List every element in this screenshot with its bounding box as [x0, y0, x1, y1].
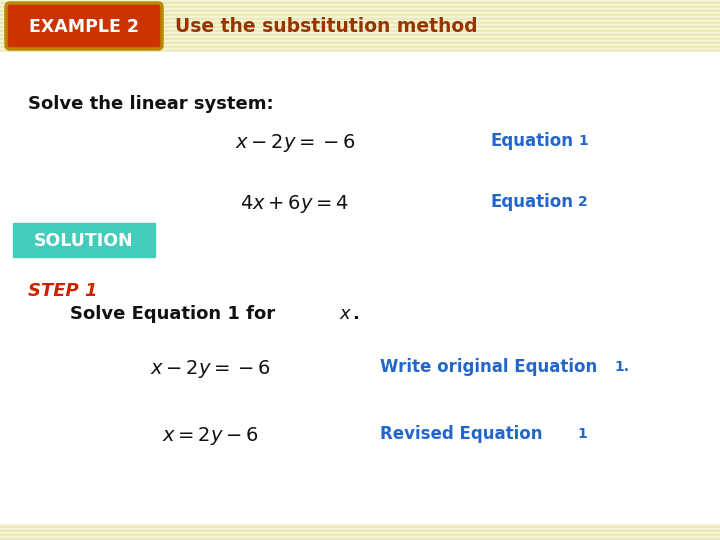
Bar [0, 48, 720, 50]
Text: $x = 2y - 6$: $x = 2y - 6$ [161, 425, 258, 447]
Bar [0, 52, 720, 524]
Bar [0, 32, 720, 34]
Bar [0, 8, 720, 10]
Bar [0, 10, 720, 12]
Bar [0, 34, 720, 36]
Text: $x - 2y = -6$: $x - 2y = -6$ [235, 132, 356, 154]
Bar [0, 22, 720, 24]
Bar [0, 36, 720, 38]
Text: SOLUTION: SOLUTION [34, 232, 134, 250]
Text: Equation: Equation [490, 193, 573, 211]
Text: EXAMPLE 2: EXAMPLE 2 [29, 18, 139, 36]
Bar [0, 538, 720, 540]
Bar [0, 28, 720, 30]
Bar [0, 52, 720, 54]
Text: $4x + 6y = 4$: $4x + 6y = 4$ [240, 193, 349, 215]
Text: 2: 2 [578, 195, 588, 209]
Text: .: . [352, 305, 359, 323]
Text: $x - 2y = -6$: $x - 2y = -6$ [150, 358, 271, 380]
Text: 1: 1 [578, 134, 588, 148]
Bar [0, 526, 720, 528]
Bar [0, 524, 720, 526]
Text: Equation: Equation [490, 132, 573, 150]
Bar [0, 6, 720, 8]
FancyBboxPatch shape [13, 223, 155, 257]
Text: 1.: 1. [614, 360, 629, 374]
Text: $x$: $x$ [339, 305, 352, 323]
Bar [0, 18, 720, 20]
Bar [0, 16, 720, 18]
Bar [0, 24, 720, 26]
Bar [0, 528, 720, 530]
Text: Use the substitution method: Use the substitution method [175, 17, 477, 37]
Bar [0, 532, 720, 534]
Bar [0, 0, 720, 2]
Bar [0, 12, 720, 14]
Text: STEP 1: STEP 1 [28, 282, 97, 300]
Text: Solve Equation 1 for: Solve Equation 1 for [70, 305, 282, 323]
Text: 1: 1 [577, 427, 587, 441]
Text: Solve the linear system:: Solve the linear system: [28, 95, 274, 113]
Bar [0, 46, 720, 48]
Bar [0, 26, 720, 28]
Bar [0, 534, 720, 536]
Bar [0, 30, 720, 32]
Bar [0, 20, 720, 22]
Bar [0, 2, 720, 4]
Bar [0, 14, 720, 16]
Bar [0, 38, 720, 40]
Bar [0, 536, 720, 538]
Text: Revised Equation: Revised Equation [380, 425, 542, 443]
FancyBboxPatch shape [6, 3, 162, 49]
Text: Write original Equation: Write original Equation [380, 358, 598, 376]
Bar [0, 4, 720, 6]
Bar [0, 44, 720, 46]
Bar [0, 40, 720, 42]
Bar [0, 530, 720, 532]
Bar [0, 42, 720, 44]
Bar [0, 50, 720, 52]
